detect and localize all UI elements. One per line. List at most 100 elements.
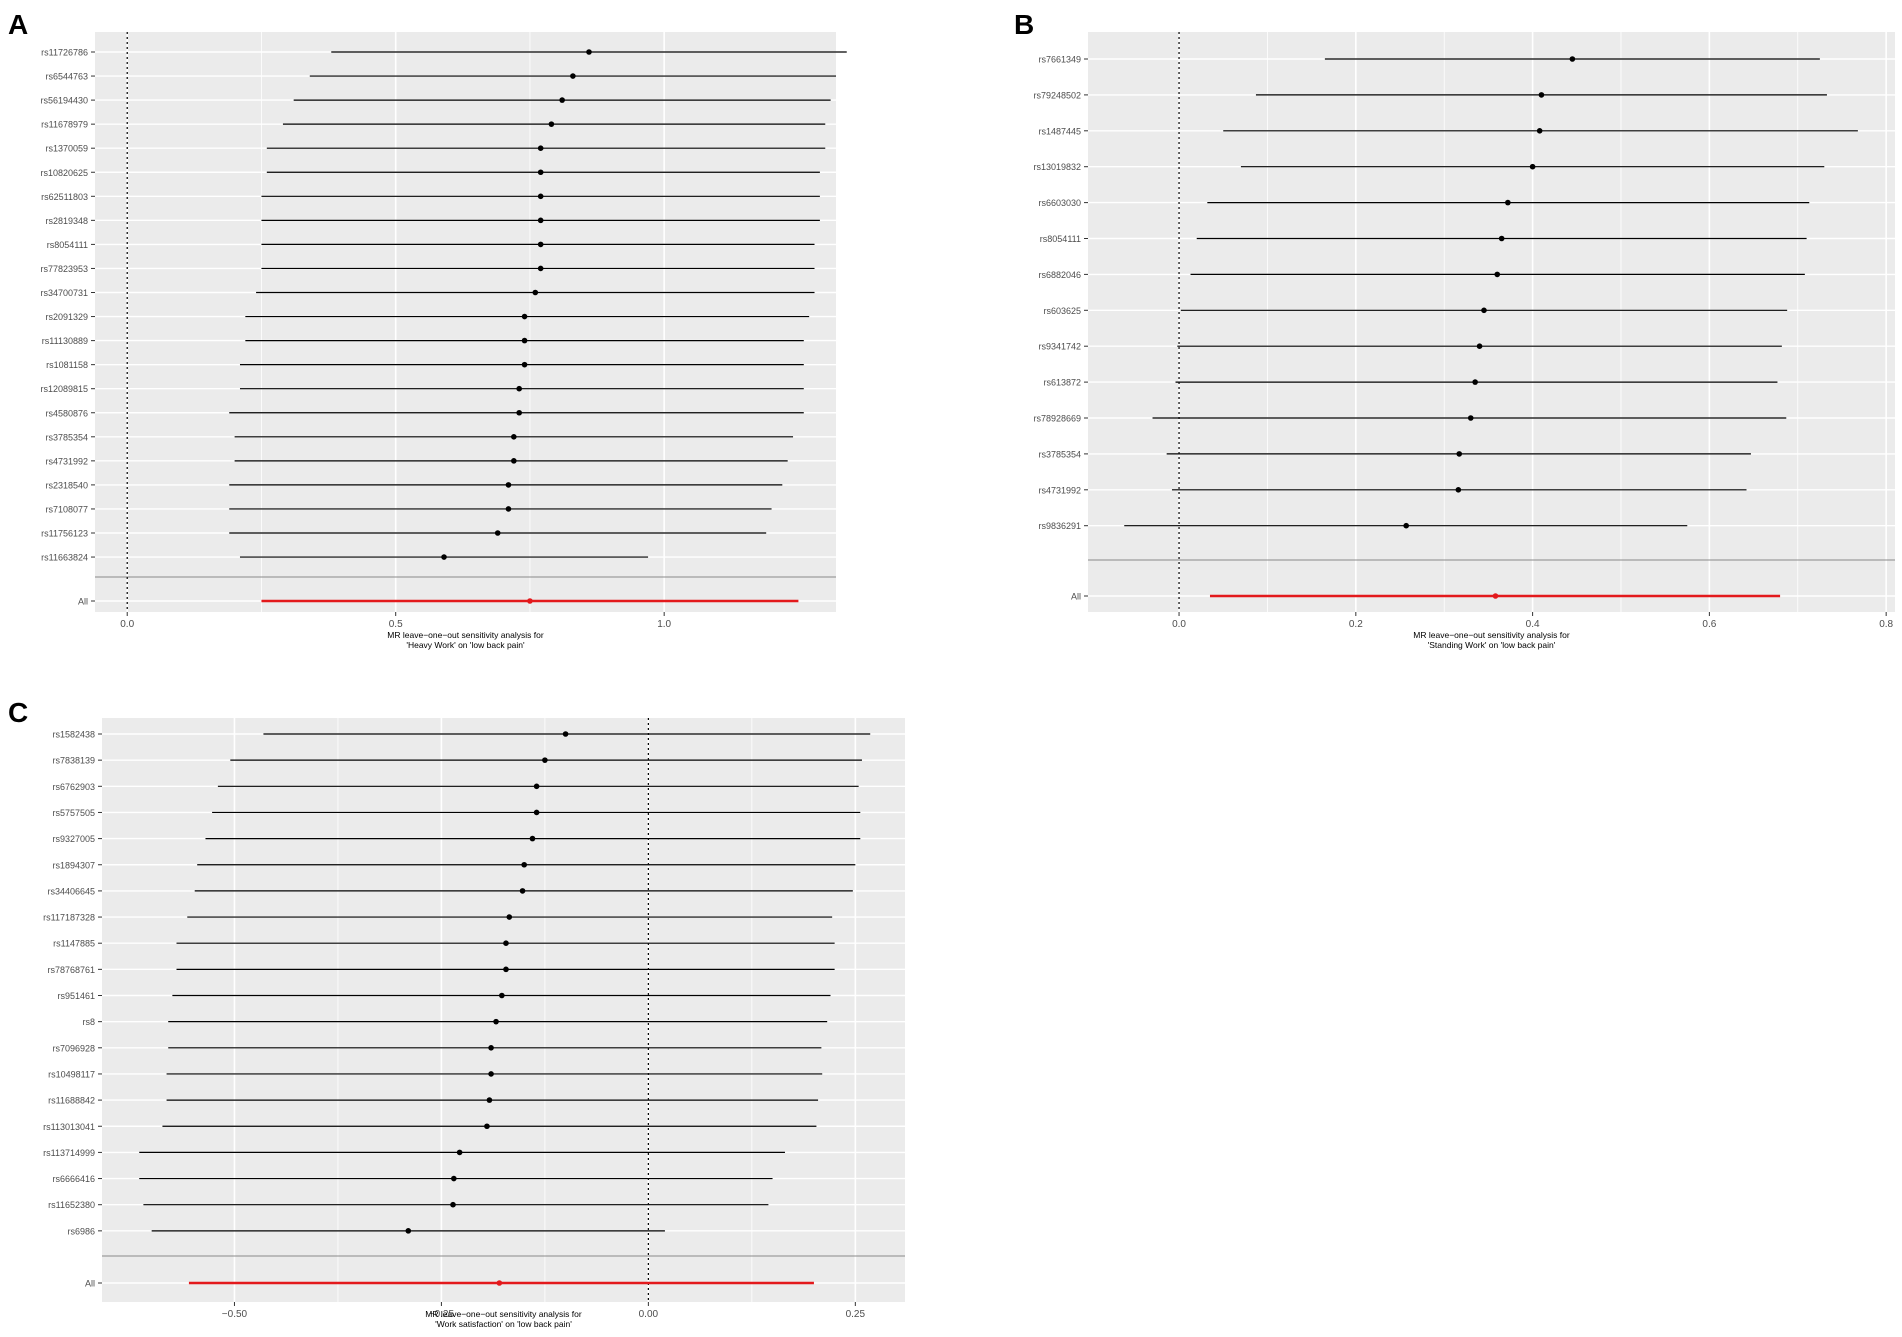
snp-label: rs4731992 [45,456,88,466]
x-tick-label: 0.2 [1349,619,1363,630]
estimate-point [533,783,540,790]
estimate-point [505,506,512,512]
estimate-point [542,757,548,763]
snp-label: rs6544763 [45,72,88,82]
snp-label: rs34406645 [47,886,95,896]
estimate-point [511,458,517,464]
x-tick-label: 0.0 [120,619,134,630]
snp-label: rs951461 [57,991,95,1001]
all-estimate-point [1492,593,1499,599]
estimate-point [441,554,447,560]
x-tick-label: 0.8 [1879,619,1893,630]
snp-label: rs6666416 [52,1174,95,1184]
snp-label: rs13019832 [1033,162,1081,172]
estimate-point [1529,163,1536,170]
panel-letter: C [8,697,28,728]
estimate-point [537,193,544,200]
snp-label: rs11756123 [41,529,88,539]
snp-label: rs77823953 [40,264,88,274]
estimate-point [494,530,501,536]
snp-label: rs1081158 [46,360,88,370]
snp-label: rs5757505 [52,808,95,818]
estimate-point [484,1123,490,1130]
panel-letter: B [1014,9,1034,40]
snp-label: rs4580876 [45,408,88,418]
x-tick-label: 1.0 [657,619,671,630]
snp-label: rs8054111 [47,240,88,250]
estimate-point [1467,415,1474,421]
snp-label: rs11652380 [48,1200,95,1210]
x-tick-label: 0.6 [1702,619,1716,630]
snp-label: rs1147885 [53,939,95,949]
x-axis-label: MR leave−one−out sensitivity analysis fo… [425,1309,582,1319]
x-tick-label: 0.00 [639,1309,659,1320]
estimate-point [516,409,522,416]
estimate-point [451,1175,457,1182]
x-tick-label: 0.4 [1526,619,1540,630]
estimate-point [562,731,569,737]
estimate-point [1472,379,1478,385]
snp-label: rs62511803 [41,192,88,202]
all-estimate-point [527,598,533,604]
snp-label: rs6603030 [1038,198,1081,208]
estimate-point [1476,343,1483,350]
estimate-point [1505,199,1511,206]
snp-label: rs79248502 [1033,90,1081,100]
estimate-point [537,169,544,176]
snp-label: rs10498117 [48,1069,95,1079]
snp-label: rs8 [82,1017,95,1027]
snp-label: rs10820625 [40,168,88,178]
snp-label: rs34700731 [40,288,88,298]
estimate-point [529,835,536,842]
estimate-point [405,1228,412,1234]
snp-label: rs78768761 [47,965,95,975]
estimate-point [488,1071,494,1077]
estimate-point [450,1201,456,1208]
snp-label: rs9836291 [1038,521,1081,531]
estimate-point [486,1097,493,1103]
estimate-point [1536,128,1543,134]
snp-label: rs117187328 [43,913,95,923]
estimate-point [1498,235,1505,242]
estimate-point [499,992,505,999]
estimate-point [1569,56,1576,62]
snp-label: rs1370059 [45,144,88,154]
estimate-point [570,73,576,79]
snp-label: rs7838139 [52,756,95,766]
x-axis-label: 'Standing Work' on 'low back pain' [1428,640,1556,650]
snp-label: rs78928669 [1033,414,1081,424]
snp-label: rs113714999 [43,1148,95,1158]
snp-label: rs9327005 [52,834,95,844]
snp-label: rs7661349 [1038,55,1081,65]
estimate-point [537,241,544,248]
plot-background [95,32,836,612]
snp-label: rs11663824 [41,553,88,563]
snp-label: rs11726786 [41,48,88,58]
estimate-point [1538,92,1545,98]
snp-label: rs1487445 [1038,126,1081,136]
snp-label: rs6986 [67,1226,95,1236]
snp-label: rs11678979 [41,120,88,130]
plot-background [1088,32,1895,612]
snp-label: rs6762903 [52,782,95,792]
snp-label: rs3785354 [45,432,88,442]
snp-label: rs7096928 [52,1043,95,1053]
snp-label: rs2091329 [45,312,88,322]
estimate-point [1494,271,1501,278]
estimate-point [521,861,527,868]
estimate-point [537,145,544,151]
snp-label: rs56194430 [40,96,88,106]
estimate-point [533,809,540,816]
x-tick-label: 0.25 [846,1309,866,1320]
all-label: All [1071,592,1081,602]
estimate-point [519,888,526,894]
estimate-point [1481,307,1487,314]
estimate-point [521,361,528,368]
plot-background [102,718,905,1302]
snp-label: rs9341742 [1038,342,1081,352]
estimate-point [493,1018,499,1025]
